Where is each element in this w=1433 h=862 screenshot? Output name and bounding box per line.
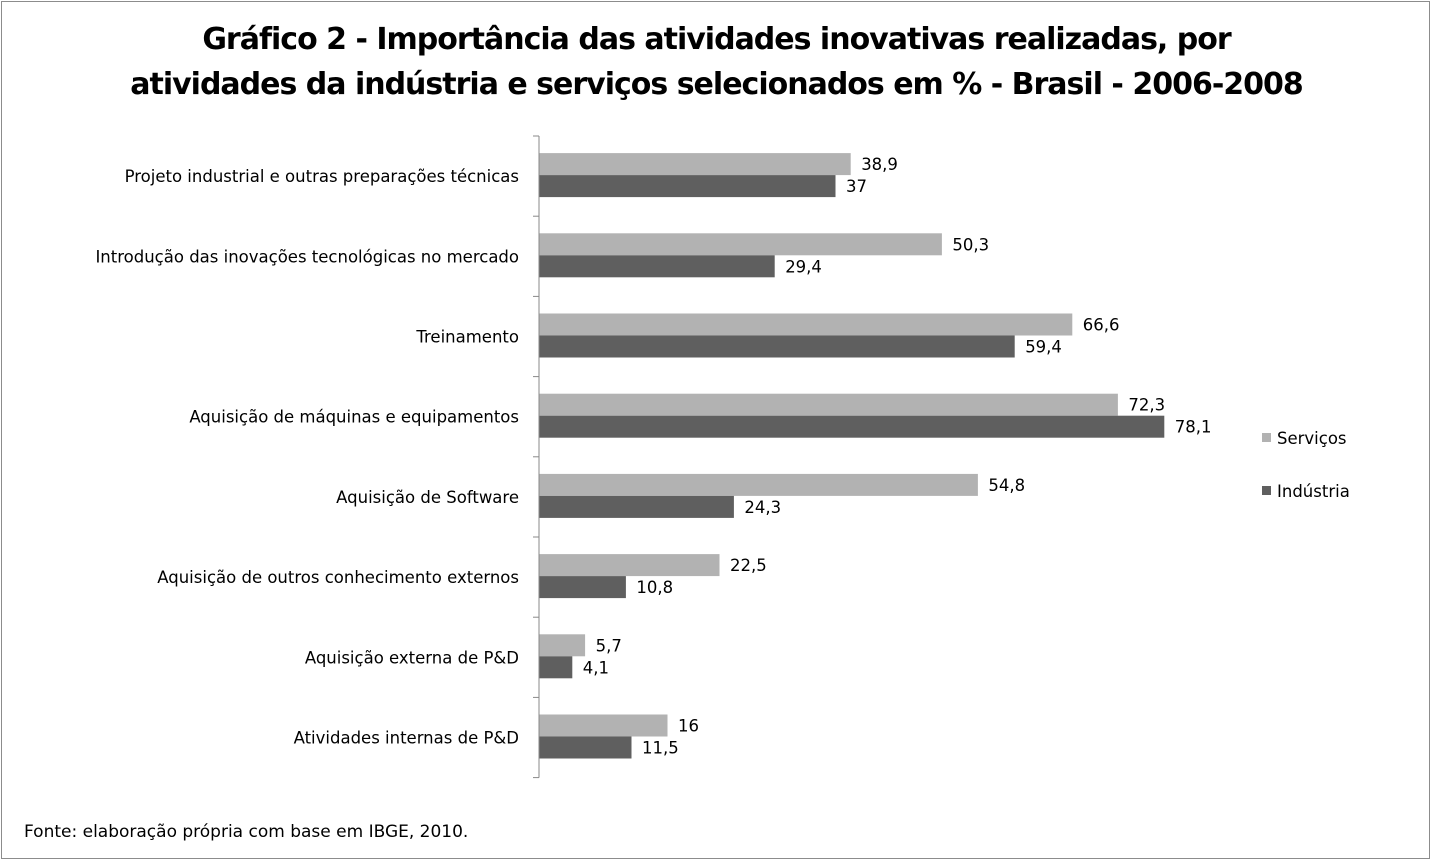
legend-swatch-industria [1262, 486, 1271, 495]
data-label: 78,1 [1175, 418, 1212, 437]
data-label: 11,5 [642, 739, 679, 758]
bar-servicos [539, 634, 586, 657]
category-label: Atividades internas de P&D [294, 729, 519, 748]
data-label: 22,5 [730, 556, 767, 575]
data-label: 37 [846, 177, 867, 196]
bar-industria [539, 736, 632, 759]
bar-industria [539, 495, 734, 518]
data-label: 16 [678, 717, 699, 736]
category-label: Aquisição de máquinas e equipamentos [189, 408, 519, 427]
data-label: 59,4 [1025, 338, 1062, 357]
data-label: 72,3 [1128, 396, 1165, 415]
source-note: Fonte: elaboração própria com base em IB… [24, 822, 469, 842]
bar-servicos [539, 393, 1118, 416]
category-label: Aquisição externa de P&D [305, 648, 519, 667]
data-label: 29,4 [785, 257, 822, 276]
bar-servicos [539, 233, 942, 256]
data-label: 24,3 [744, 498, 781, 517]
bar-servicos [539, 554, 720, 577]
chart-title-line-1: Gráfico 2 - Importância das atividades i… [202, 22, 1231, 57]
legend-label: Indústria [1277, 482, 1350, 501]
category-label: Treinamento [415, 328, 519, 347]
data-label: 50,3 [952, 235, 989, 254]
bar-industria [539, 656, 573, 679]
category-label: Aquisição de outros conhecimento externo… [157, 568, 519, 587]
category-label: Projeto industrial e outras preparações … [125, 167, 519, 186]
category-label: Introdução das inovações tecnológicas no… [95, 247, 519, 266]
bar-servicos [539, 153, 851, 176]
bar-servicos [539, 714, 668, 737]
bar-industria [539, 335, 1015, 358]
data-label: 54,8 [988, 476, 1025, 495]
bar-industria [539, 255, 775, 278]
legend-label: Serviços [1277, 429, 1347, 448]
data-label: 38,9 [861, 155, 898, 174]
data-label: 10,8 [636, 578, 673, 597]
chart-title-line-2: atividades da indústria e serviços selec… [130, 67, 1304, 102]
bar-industria [539, 415, 1165, 438]
category-label: Aquisição de Software [336, 488, 519, 507]
bar-servicos [539, 473, 978, 496]
bar-servicos [539, 313, 1073, 336]
data-label: 4,1 [583, 658, 609, 677]
legend-swatch-servicos [1262, 433, 1271, 442]
bar-industria [539, 175, 836, 198]
data-label: 66,6 [1083, 316, 1120, 335]
bar-industria [539, 576, 626, 599]
data-label: 5,7 [596, 636, 622, 655]
